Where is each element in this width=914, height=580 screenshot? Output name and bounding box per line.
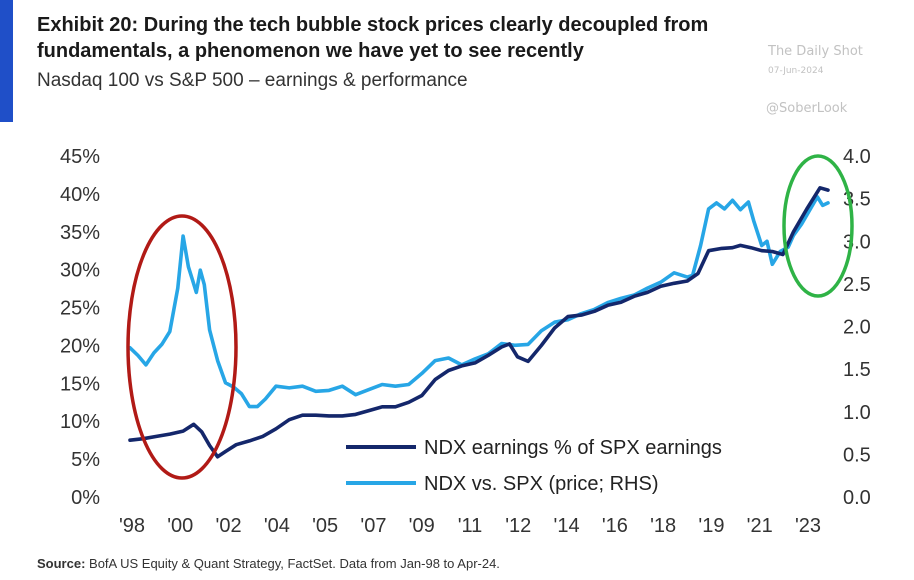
watermark-handle: @SoberLook [766, 101, 848, 116]
bubble-highlight-circle [126, 214, 238, 480]
x-tick-label: '14 [554, 515, 580, 537]
source-label: Source: [37, 556, 86, 571]
chart-title: Exhibit 20: During the tech bubble stock… [37, 14, 709, 62]
y-left-tick-label: 30% [60, 260, 100, 282]
y-left-tick-label: 0% [71, 487, 100, 509]
ndx-earnings-line [128, 186, 830, 459]
chart-subtitle: Nasdaq 100 vs S&P 500 – earnings & perfo… [37, 70, 468, 91]
x-tick-label: '02 [216, 515, 242, 537]
x-tick-label: '18 [650, 515, 676, 537]
y-right-tick-label: 2.0 [843, 317, 871, 339]
y-right-tick-label: 1.0 [843, 402, 871, 424]
y-right-tick-label: 1.5 [843, 359, 871, 381]
source-text: BofA US Equity & Quant Strategy, FactSet… [85, 556, 500, 571]
y-left-tick-label: 45% [60, 146, 100, 168]
legend-label-earnings: NDX earnings % of SPX earnings [424, 437, 722, 459]
y-right-axis: 0.00.51.01.52.02.53.03.54.0 [843, 146, 871, 509]
y-left-tick-label: 20% [60, 335, 100, 357]
y-left-tick-label: 35% [60, 222, 100, 244]
legend: NDX earnings % of SPX earnings NDX vs. SP… [346, 437, 722, 495]
y-right-tick-label: 2.5 [843, 274, 871, 296]
source-note: Source: BofA US Equity & Quant Strategy,… [37, 556, 500, 571]
y-right-tick-label: 0.0 [843, 487, 871, 509]
annotation-layer [126, 154, 854, 480]
x-tick-label: '19 [698, 515, 724, 537]
y-left-tick-label: 10% [60, 411, 100, 433]
legend-label-price: NDX vs. SPX (price; RHS) [424, 473, 658, 495]
x-axis: '98 '00 '02 '04 '05 '07 '09 '11 '12 '14 '16 '18 '19 '… [119, 515, 821, 537]
y-left-axis: 0% 5% 10% 15% 20% 25% 30% 35% 40% 45% [60, 146, 100, 509]
x-tick-label: '16 [602, 515, 628, 537]
x-tick-label: '07 [360, 515, 386, 537]
y-right-tick-label: 0.5 [843, 444, 871, 466]
series-layer [128, 186, 830, 459]
x-tick-label: '05 [312, 515, 338, 537]
x-tick-label: '21 [747, 515, 773, 537]
x-tick-label: '00 [167, 515, 193, 537]
y-left-tick-label: 15% [60, 373, 100, 395]
x-tick-label: '98 [119, 515, 145, 537]
line-chart: 0% 5% 10% 15% 20% 25% 30% 35% 40% 45% 0.0 0.5 1.0 1.… [60, 146, 871, 537]
recent-highlight-circle [782, 154, 854, 298]
y-right-tick-label: 4.0 [843, 146, 871, 168]
y-left-tick-label: 5% [71, 449, 100, 471]
ndx-price-line [128, 195, 830, 409]
x-tick-label: '09 [409, 515, 435, 537]
watermark-date: 07-Jun-2024 [768, 66, 824, 76]
x-tick-label: '11 [458, 515, 483, 537]
x-tick-label: '04 [264, 515, 290, 537]
y-left-tick-label: 40% [60, 184, 100, 206]
x-tick-label: '23 [795, 515, 821, 537]
watermark-brand: The Daily Shot [768, 44, 863, 59]
x-tick-label: '12 [505, 515, 531, 537]
y-right-tick-label: 3.0 [843, 231, 871, 253]
accent-bar [0, 0, 13, 122]
y-left-tick-label: 25% [60, 298, 100, 320]
